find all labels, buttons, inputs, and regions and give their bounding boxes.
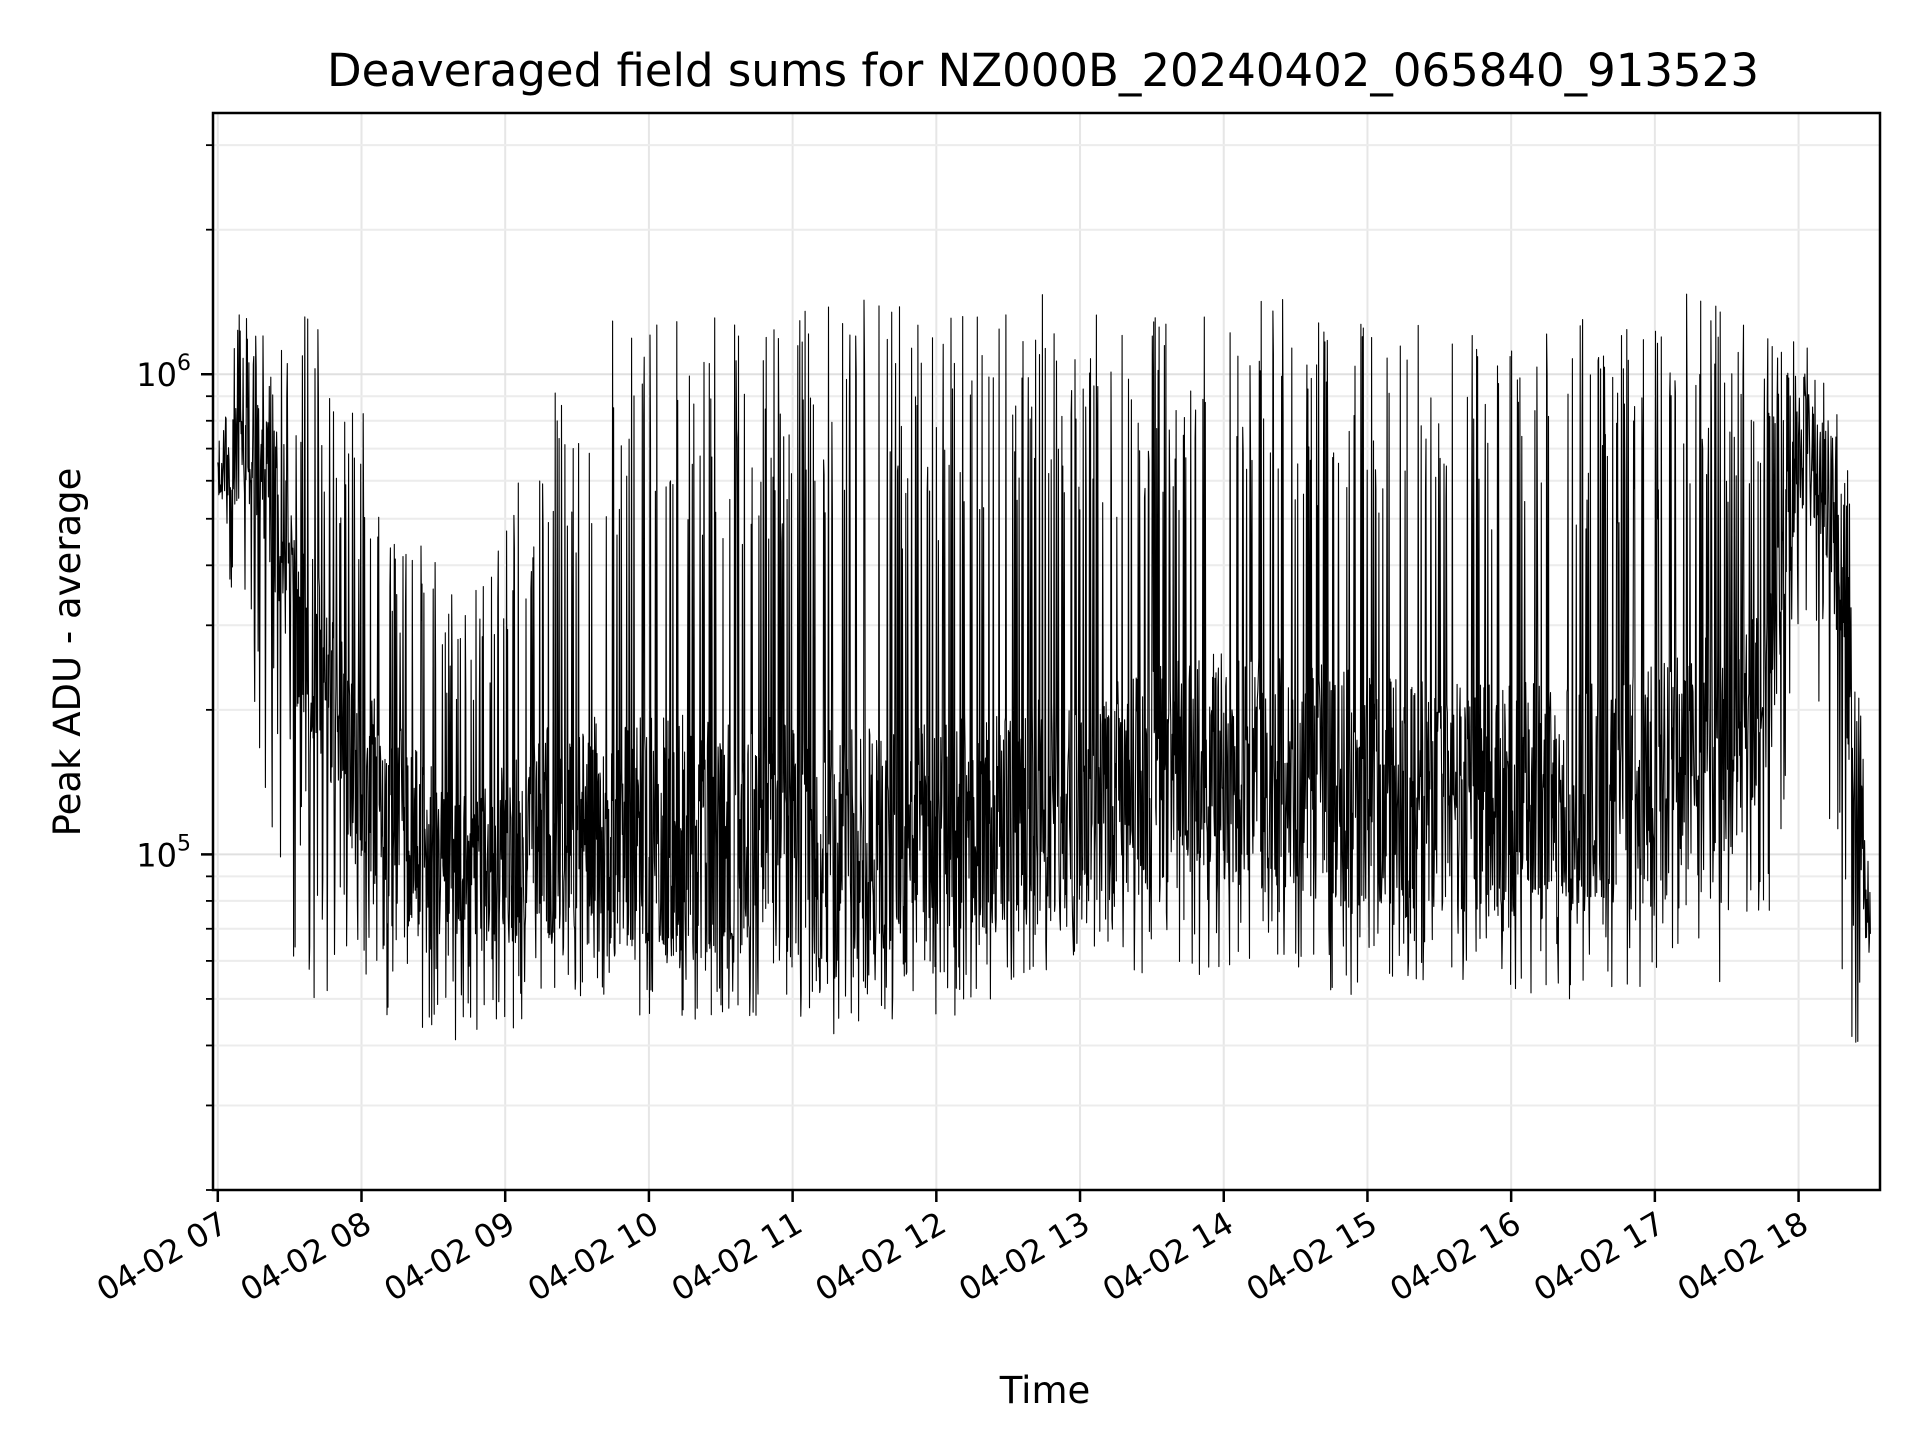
x-tick-label: 04-02 14	[1096, 1204, 1240, 1309]
x-axis-label: Time	[999, 1369, 1091, 1412]
chart-title: Deaveraged field sums for NZ000B_2024040…	[327, 44, 1759, 97]
x-tick-label: 04-02 10	[521, 1204, 665, 1309]
x-tick-label: 04-02 11	[665, 1204, 809, 1309]
x-tick-label: 04-02 15	[1240, 1204, 1384, 1309]
y-tick-label: 106	[136, 351, 191, 394]
y-tick-label: 105	[136, 831, 191, 874]
data-series	[217, 293, 1871, 1043]
grid-lines	[213, 113, 1880, 1191]
x-tick-label: 04-02 07	[90, 1204, 234, 1309]
y-axis-label: Peak ADU - average	[46, 468, 89, 837]
x-tick-label: 04-02 12	[809, 1204, 953, 1309]
x-tick-label: 04-02 17	[1527, 1204, 1671, 1309]
x-tick-label: 04-02 08	[234, 1204, 378, 1309]
x-tick-label: 04-02 16	[1384, 1204, 1528, 1309]
x-tick-label: 04-02 09	[378, 1204, 522, 1309]
x-tick-label: 04-02 18	[1671, 1204, 1815, 1309]
plot-frame	[211, 111, 1882, 1192]
series-line	[217, 293, 1871, 1043]
x-axis: 04-02 07 04-02 08 04-02 09 04-02 10 04-02 11…	[90, 1190, 1815, 1309]
y-axis: 105 106	[136, 144, 213, 1191]
x-tick-label: 04-02 13	[952, 1204, 1096, 1309]
